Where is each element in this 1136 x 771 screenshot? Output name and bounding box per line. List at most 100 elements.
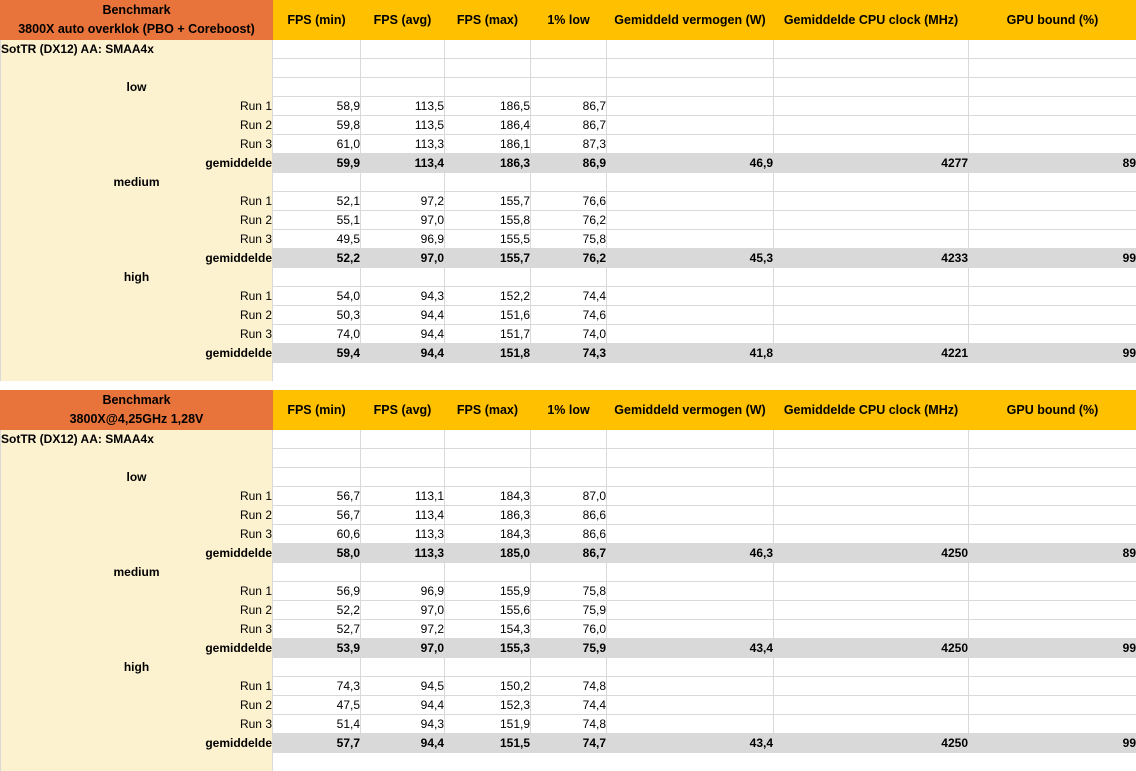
benchmark-title-line1: Benchmark — [1, 391, 272, 410]
run-label-medium-2: Run 2 — [1, 601, 273, 620]
cell-avg-power-blank — [607, 658, 774, 677]
cell-avg-cpu-clock-high-run2 — [774, 696, 969, 715]
cell-gpu-bound-low-avg: 89 — [969, 544, 1136, 563]
cell-avg-cpu-clock-low-run1 — [774, 487, 969, 506]
spacer-cell — [607, 753, 774, 771]
cell-one-percent-low-high-run3: 74,0 — [531, 325, 607, 344]
cell-avg-cpu-clock-medium-run3 — [774, 620, 969, 639]
cell-fps-avg-high-run3: 94,4 — [361, 325, 445, 344]
cell-avg-power-blank — [607, 59, 774, 78]
run-label-low-2: Run 2 — [1, 116, 273, 135]
blank-row — [1, 449, 1136, 468]
cell-one-percent-low-blank — [531, 430, 607, 449]
cell-fps-max-high-run2: 151,6 — [445, 306, 531, 325]
cell-fps-max-low-avg: 186,3 — [445, 154, 531, 173]
cell-one-percent-low-medium-run3: 76,0 — [531, 620, 607, 639]
cell-fps-max-blank — [445, 563, 531, 582]
run-label-medium-2: Run 2 — [1, 211, 273, 230]
cell-one-percent-low-high-avg: 74,3 — [531, 344, 607, 363]
cell-fps-max-low-run3: 186,1 — [445, 135, 531, 154]
cell-avg-cpu-clock-low-run2 — [774, 116, 969, 135]
cell-one-percent-low-blank — [531, 449, 607, 468]
cell-avg-power-medium-run1 — [607, 582, 774, 601]
run-label-high-2: Run 2 — [1, 306, 273, 325]
cell-avg-cpu-clock-medium-avg: 4250 — [774, 639, 969, 658]
spacer-cell — [273, 363, 361, 382]
run-label-high-3: Run 3 — [1, 325, 273, 344]
cell-fps-avg-low-run3: 113,3 — [361, 135, 445, 154]
cell-fps-max-blank — [445, 78, 531, 97]
cell-one-percent-low-blank — [531, 563, 607, 582]
cell-fps-max-high-run1: 150,2 — [445, 677, 531, 696]
run-label-low-3: Run 3 — [1, 135, 273, 154]
cell-avg-cpu-clock-blank — [774, 658, 969, 677]
table-gap — [0, 381, 1136, 390]
cell-fps-max-high-run1: 152,2 — [445, 287, 531, 306]
cell-fps-min-medium-avg: 52,2 — [273, 249, 361, 268]
cell-fps-min-medium-run2: 55,1 — [273, 211, 361, 230]
cell-one-percent-low-blank — [531, 78, 607, 97]
cell-fps-min-blank — [273, 563, 361, 582]
cell-avg-cpu-clock-medium-avg: 4233 — [774, 249, 969, 268]
cell-avg-power-medium-run3 — [607, 620, 774, 639]
cell-gpu-bound-low-run2 — [969, 116, 1136, 135]
preset-row-medium: medium — [1, 563, 1136, 582]
cell-fps-max-blank — [445, 173, 531, 192]
cell-avg-power-medium-run3 — [607, 230, 774, 249]
cell-one-percent-low-medium-run1: 75,8 — [531, 582, 607, 601]
cell-fps-max-low-run3: 184,3 — [445, 525, 531, 544]
cell-avg-power-high-avg: 43,4 — [607, 734, 774, 753]
cell-fps-max-high-run3: 151,9 — [445, 715, 531, 734]
cell-fps-min-blank — [273, 468, 361, 487]
spacer-cell — [531, 363, 607, 382]
cell-avg-cpu-clock-low-avg: 4277 — [774, 154, 969, 173]
cell-fps-avg-medium-avg: 97,0 — [361, 249, 445, 268]
cell-fps-min-low-run2: 59,8 — [273, 116, 361, 135]
cell-fps-avg-high-run2: 94,4 — [361, 696, 445, 715]
spacer-cell — [445, 753, 531, 771]
spacer-cell — [969, 753, 1136, 771]
cell-fps-max-high-avg: 151,8 — [445, 344, 531, 363]
cell-one-percent-low-high-run2: 74,6 — [531, 306, 607, 325]
cell-gpu-bound-blank — [969, 563, 1136, 582]
cell-avg-power-high-run3 — [607, 325, 774, 344]
preset-row-low: low — [1, 468, 1136, 487]
cell-avg-power-low-run1 — [607, 97, 774, 116]
column-header-avg-power: Gemiddeld vermogen (W) — [607, 391, 774, 430]
cell-fps-max-low-avg: 185,0 — [445, 544, 531, 563]
cell-fps-min-blank — [273, 59, 361, 78]
cell-avg-power-medium-avg: 45,3 — [607, 249, 774, 268]
cell-avg-cpu-clock-medium-run1 — [774, 582, 969, 601]
cell-gpu-bound-medium-run1 — [969, 192, 1136, 211]
cell-one-percent-low-high-run3: 74,8 — [531, 715, 607, 734]
cell-fps-avg-medium-run3: 96,9 — [361, 230, 445, 249]
column-header-avg-cpu-clock: Gemiddelde CPU clock (MHz) — [774, 1, 969, 40]
cell-gpu-bound-low-run3 — [969, 525, 1136, 544]
cell-fps-min-high-avg: 59,4 — [273, 344, 361, 363]
cell-gpu-bound-blank — [969, 173, 1136, 192]
cell-fps-max-blank — [445, 268, 531, 287]
cell-fps-avg-medium-run1: 96,9 — [361, 582, 445, 601]
cell-one-percent-low-medium-run3: 75,8 — [531, 230, 607, 249]
cell-one-percent-low-low-avg: 86,7 — [531, 544, 607, 563]
cell-fps-avg-low-avg: 113,3 — [361, 544, 445, 563]
cell-avg-power-blank — [607, 78, 774, 97]
spacer-cell — [361, 753, 445, 771]
run-label-medium-3: Run 3 — [1, 230, 273, 249]
cell-fps-max-medium-run2: 155,8 — [445, 211, 531, 230]
cell-fps-min-blank — [273, 658, 361, 677]
cell-avg-power-blank — [607, 449, 774, 468]
cell-fps-max-high-run2: 152,3 — [445, 696, 531, 715]
cell-fps-avg-low-run1: 113,1 — [361, 487, 445, 506]
run-label-medium-3: Run 3 — [1, 620, 273, 639]
preset-label-high: high — [1, 658, 273, 677]
cell-fps-avg-blank — [361, 173, 445, 192]
